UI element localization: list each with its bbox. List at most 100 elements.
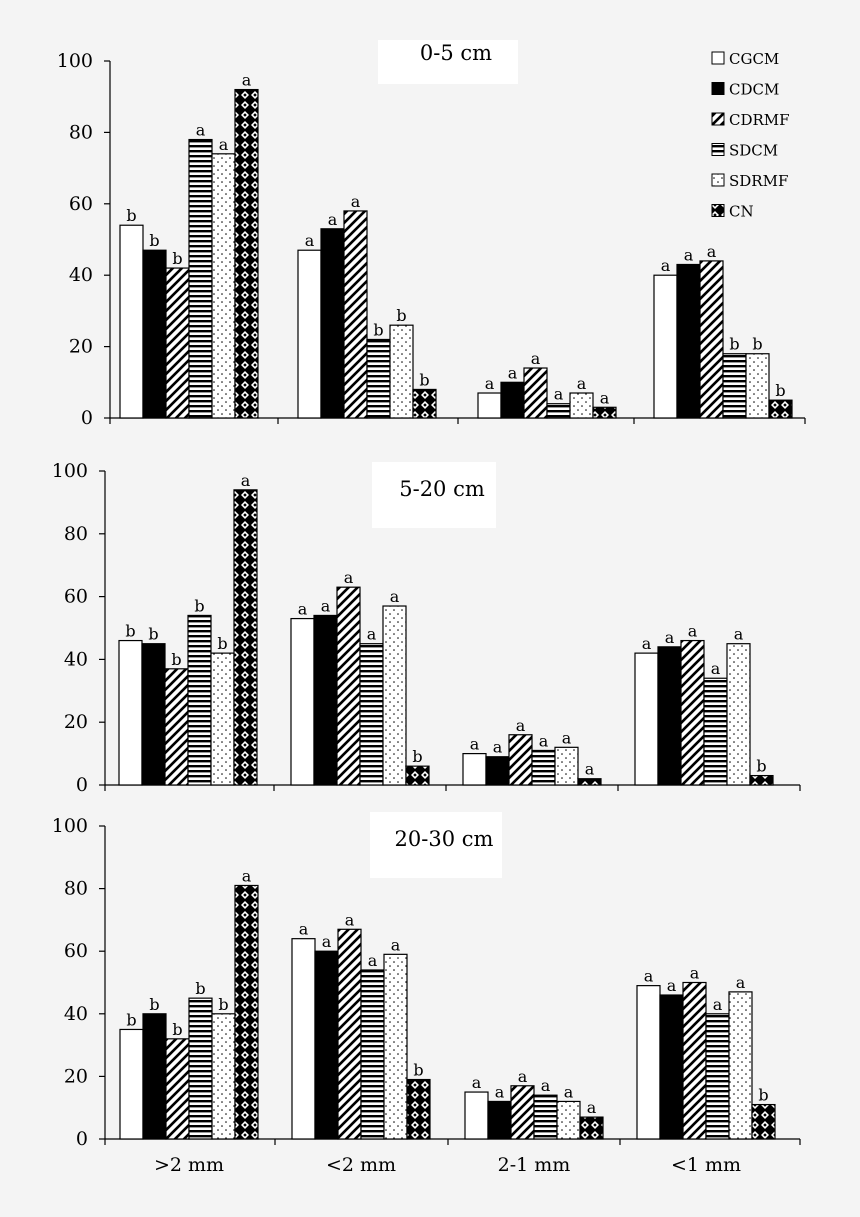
bar-cdcm-4 — [676, 263, 701, 419]
bar-cdcm-2 — [314, 950, 339, 1140]
significance-letter: a — [322, 932, 332, 951]
y-tick-label: 20 — [64, 1065, 88, 1087]
bar-sdrmf-4 — [745, 353, 770, 419]
legend-swatch — [711, 204, 725, 217]
bar-cdrmf-4 — [680, 639, 705, 786]
significance-letter: a — [241, 471, 251, 490]
bar-cn-1 — [234, 88, 259, 419]
bar-sdcm-3 — [531, 749, 556, 786]
bar-cdcm-3 — [485, 756, 510, 786]
significance-letter: b — [729, 335, 739, 354]
bar-sdcm-4 — [722, 353, 747, 419]
legend-swatch — [711, 82, 725, 95]
significance-letter: b — [172, 1020, 182, 1039]
y-tick-label: 0 — [81, 407, 93, 429]
significance-letter: b — [148, 625, 158, 644]
bar-cgcm-2 — [297, 249, 322, 419]
bar-cdcm-1 — [142, 249, 167, 419]
legend-swatch — [711, 143, 725, 156]
bar-cdrmf-1 — [164, 668, 189, 786]
significance-letter: a — [554, 385, 564, 404]
bar-cgcm-3 — [477, 392, 502, 419]
bar-cdrmf-2 — [337, 928, 362, 1140]
significance-letter: b — [149, 995, 159, 1014]
x-category-label: 2-1 mm — [498, 1154, 571, 1176]
significance-letter: a — [516, 716, 526, 735]
significance-letter: b — [194, 596, 204, 615]
bar-sdcm-4 — [703, 677, 728, 786]
legend-item-cdrmf: CDRMF — [711, 111, 790, 129]
y-tick-label: 60 — [64, 940, 88, 962]
significance-letter: a — [390, 587, 400, 606]
significance-letter: a — [508, 363, 518, 382]
y-tick-label: 100 — [57, 50, 93, 72]
bar-sdrmf-3 — [554, 746, 579, 786]
x-category-label: >2 mm — [154, 1154, 224, 1176]
significance-letter: b — [126, 1010, 136, 1029]
bar-cn-3 — [579, 1116, 604, 1140]
bar-cdcm-1 — [142, 1013, 167, 1140]
significance-letter: a — [472, 1073, 482, 1092]
bar-cgcm-4 — [653, 274, 678, 419]
bar-sdrmf-1 — [211, 1013, 236, 1140]
significance-letter: a — [344, 568, 354, 587]
bar-sdrmf-1 — [210, 652, 235, 786]
bar-cn-1 — [234, 884, 259, 1140]
y-tick-label: 80 — [69, 121, 93, 143]
significance-letter: b — [775, 381, 785, 400]
significance-letter: a — [541, 1076, 551, 1095]
significance-letter: a — [531, 349, 541, 368]
significance-letter: a — [351, 192, 361, 211]
bar-cgcm-1 — [119, 1028, 144, 1140]
y-tick-label: 40 — [64, 1003, 88, 1025]
bar-cgcm-1 — [118, 639, 143, 786]
legend-label: CDCM — [729, 81, 779, 99]
bar-sdrmf-2 — [382, 605, 407, 786]
bar-cgcm-3 — [464, 1091, 489, 1140]
significance-letter: a — [577, 374, 587, 393]
legend: CGCM CDCM CDRMF SDCM SDRMF CN — [711, 50, 790, 221]
significance-letter: b — [758, 1086, 768, 1105]
significance-letter: a — [242, 71, 252, 90]
bar-cdrmf-3 — [508, 734, 533, 786]
significance-letter: a — [219, 135, 229, 154]
legend-label: CN — [729, 203, 754, 221]
significance-letter: a — [734, 625, 744, 644]
bar-cn-4 — [751, 1103, 776, 1140]
y-tick-label: 20 — [64, 711, 88, 733]
chart-title-box — [372, 462, 496, 528]
significance-letter: b — [149, 231, 159, 250]
bar-sdrmf-3 — [569, 392, 594, 419]
significance-letter: b — [413, 1061, 423, 1080]
y-tick-label: 40 — [64, 648, 88, 670]
bar-sdrmf-2 — [383, 953, 408, 1140]
legend-item-sdrmf: SDRMF — [711, 172, 788, 190]
significance-letter: a — [562, 728, 572, 747]
significance-letter: a — [367, 625, 377, 644]
bar-sdcm-3 — [546, 403, 571, 419]
significance-letter: a — [665, 628, 675, 647]
significance-letter: a — [711, 659, 721, 678]
bar-cdrmf-3 — [510, 1085, 535, 1140]
legend-swatch — [711, 51, 725, 65]
bar-sdcm-4 — [705, 1013, 730, 1140]
significance-letter: a — [321, 596, 331, 615]
legend-swatch — [711, 173, 725, 187]
bar-cn-4 — [768, 399, 793, 419]
significance-letter: a — [298, 600, 308, 619]
significance-letter: a — [600, 388, 610, 407]
significance-letter: a — [644, 967, 654, 986]
bar-cdcm-2 — [320, 228, 345, 419]
chart-title-box — [370, 812, 502, 878]
y-tick-label: 100 — [52, 460, 88, 482]
significance-letter: b — [125, 622, 135, 641]
bar-cgcm-3 — [462, 752, 487, 786]
significance-letter: a — [299, 920, 309, 939]
significance-letter: a — [242, 866, 252, 885]
y-tick-label: 80 — [64, 878, 88, 900]
significance-letter: b — [752, 335, 762, 354]
significance-letter: a — [587, 1098, 597, 1117]
